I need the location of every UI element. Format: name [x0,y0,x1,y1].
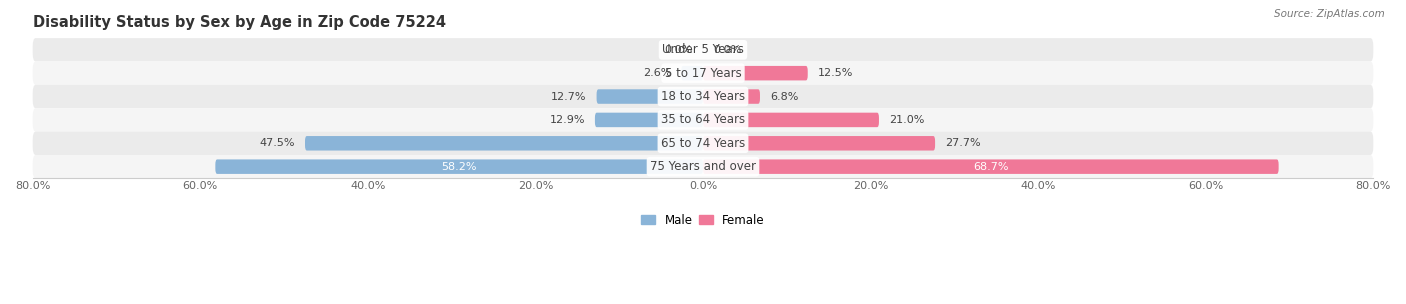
Text: Under 5 Years: Under 5 Years [662,43,744,56]
Text: 12.5%: 12.5% [818,68,853,78]
Text: 18 to 34 Years: 18 to 34 Years [661,90,745,103]
FancyBboxPatch shape [703,66,807,81]
FancyBboxPatch shape [703,113,879,127]
FancyBboxPatch shape [703,159,1278,174]
Text: 68.7%: 68.7% [973,162,1008,172]
FancyBboxPatch shape [32,38,1374,61]
Text: 65 to 74 Years: 65 to 74 Years [661,137,745,150]
FancyBboxPatch shape [32,155,1374,178]
Text: 75 Years and over: 75 Years and over [650,160,756,173]
Text: Disability Status by Sex by Age in Zip Code 75224: Disability Status by Sex by Age in Zip C… [32,15,446,30]
Text: Source: ZipAtlas.com: Source: ZipAtlas.com [1274,9,1385,19]
FancyBboxPatch shape [703,136,935,150]
FancyBboxPatch shape [32,85,1374,108]
FancyBboxPatch shape [32,108,1374,132]
Text: 27.7%: 27.7% [945,138,981,148]
FancyBboxPatch shape [32,132,1374,155]
FancyBboxPatch shape [215,159,703,174]
FancyBboxPatch shape [595,113,703,127]
Text: 47.5%: 47.5% [260,138,295,148]
Text: 2.6%: 2.6% [643,68,671,78]
FancyBboxPatch shape [703,89,761,104]
Legend: Male, Female: Male, Female [637,209,769,231]
FancyBboxPatch shape [596,89,703,104]
Text: 12.9%: 12.9% [550,115,585,125]
Text: 21.0%: 21.0% [889,115,924,125]
Text: 35 to 64 Years: 35 to 64 Years [661,113,745,126]
Text: 58.2%: 58.2% [441,162,477,172]
Text: 6.8%: 6.8% [770,92,799,102]
Text: 0.0%: 0.0% [665,45,693,55]
FancyBboxPatch shape [32,61,1374,85]
Text: 12.7%: 12.7% [551,92,586,102]
Text: 5 to 17 Years: 5 to 17 Years [665,67,741,80]
Text: 0.0%: 0.0% [713,45,741,55]
FancyBboxPatch shape [305,136,703,150]
FancyBboxPatch shape [682,66,703,81]
